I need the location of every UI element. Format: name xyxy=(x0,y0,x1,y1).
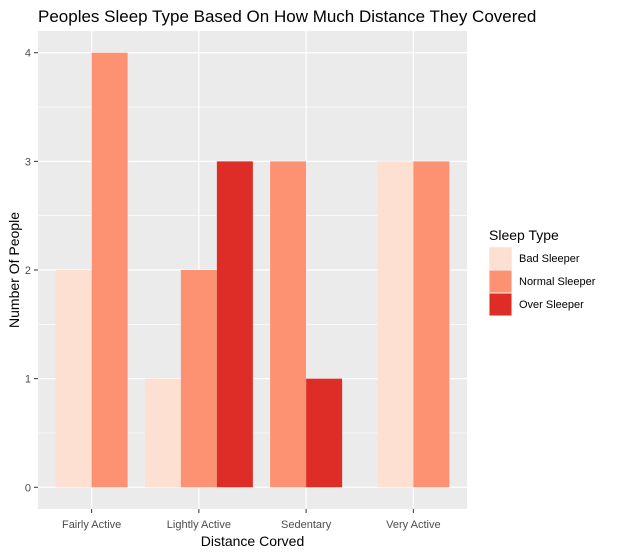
legend-swatch xyxy=(489,270,512,293)
y-axis-ticks: 0 1 2 3 4 xyxy=(25,48,38,494)
chart-title: Peoples Sleep Type Based On How Much Dis… xyxy=(38,7,536,26)
bar-normal-sleeper xyxy=(413,161,450,488)
y-tick-label: 3 xyxy=(25,156,31,168)
bar-bad-sleeper xyxy=(377,161,414,488)
bar-normal-sleeper xyxy=(91,52,128,488)
legend-swatch xyxy=(489,247,512,270)
bar-bad-sleeper xyxy=(144,378,181,488)
legend-label: Over Sleeper xyxy=(519,299,584,311)
x-tick-label: Very Active xyxy=(386,519,440,531)
legend-items: Bad Sleeper Normal Sleeper Over Sleeper xyxy=(489,247,596,316)
bar-bad-sleeper xyxy=(55,270,92,488)
bar-over-sleeper xyxy=(216,161,253,488)
legend-swatch xyxy=(489,293,512,316)
bar-normal-sleeper xyxy=(180,270,217,488)
x-tick-label: Fairly Active xyxy=(62,519,121,531)
bar-normal-sleeper xyxy=(270,161,307,488)
y-axis-title: Number Of People xyxy=(6,212,22,328)
x-tick-label: Sedentary xyxy=(281,519,332,531)
legend-title: Sleep Type xyxy=(489,227,559,243)
legend-label: Bad Sleeper xyxy=(519,253,580,265)
y-tick-label: 1 xyxy=(25,374,31,386)
x-axis-title: Distance Corved xyxy=(201,533,305,549)
legend-label: Normal Sleeper xyxy=(519,276,596,288)
bars xyxy=(55,52,450,488)
y-tick-label: 0 xyxy=(25,482,31,494)
legend: Sleep Type Bad Sleeper Normal Sleeper Over… xyxy=(489,227,596,316)
x-tick-label: Lightly Active xyxy=(167,519,231,531)
y-tick-label: 2 xyxy=(25,265,31,277)
bar-over-sleeper xyxy=(306,378,343,488)
x-axis-ticks: Fairly Active Lightly Active Sedentary Very… xyxy=(62,509,441,531)
y-tick-label: 4 xyxy=(25,48,31,60)
